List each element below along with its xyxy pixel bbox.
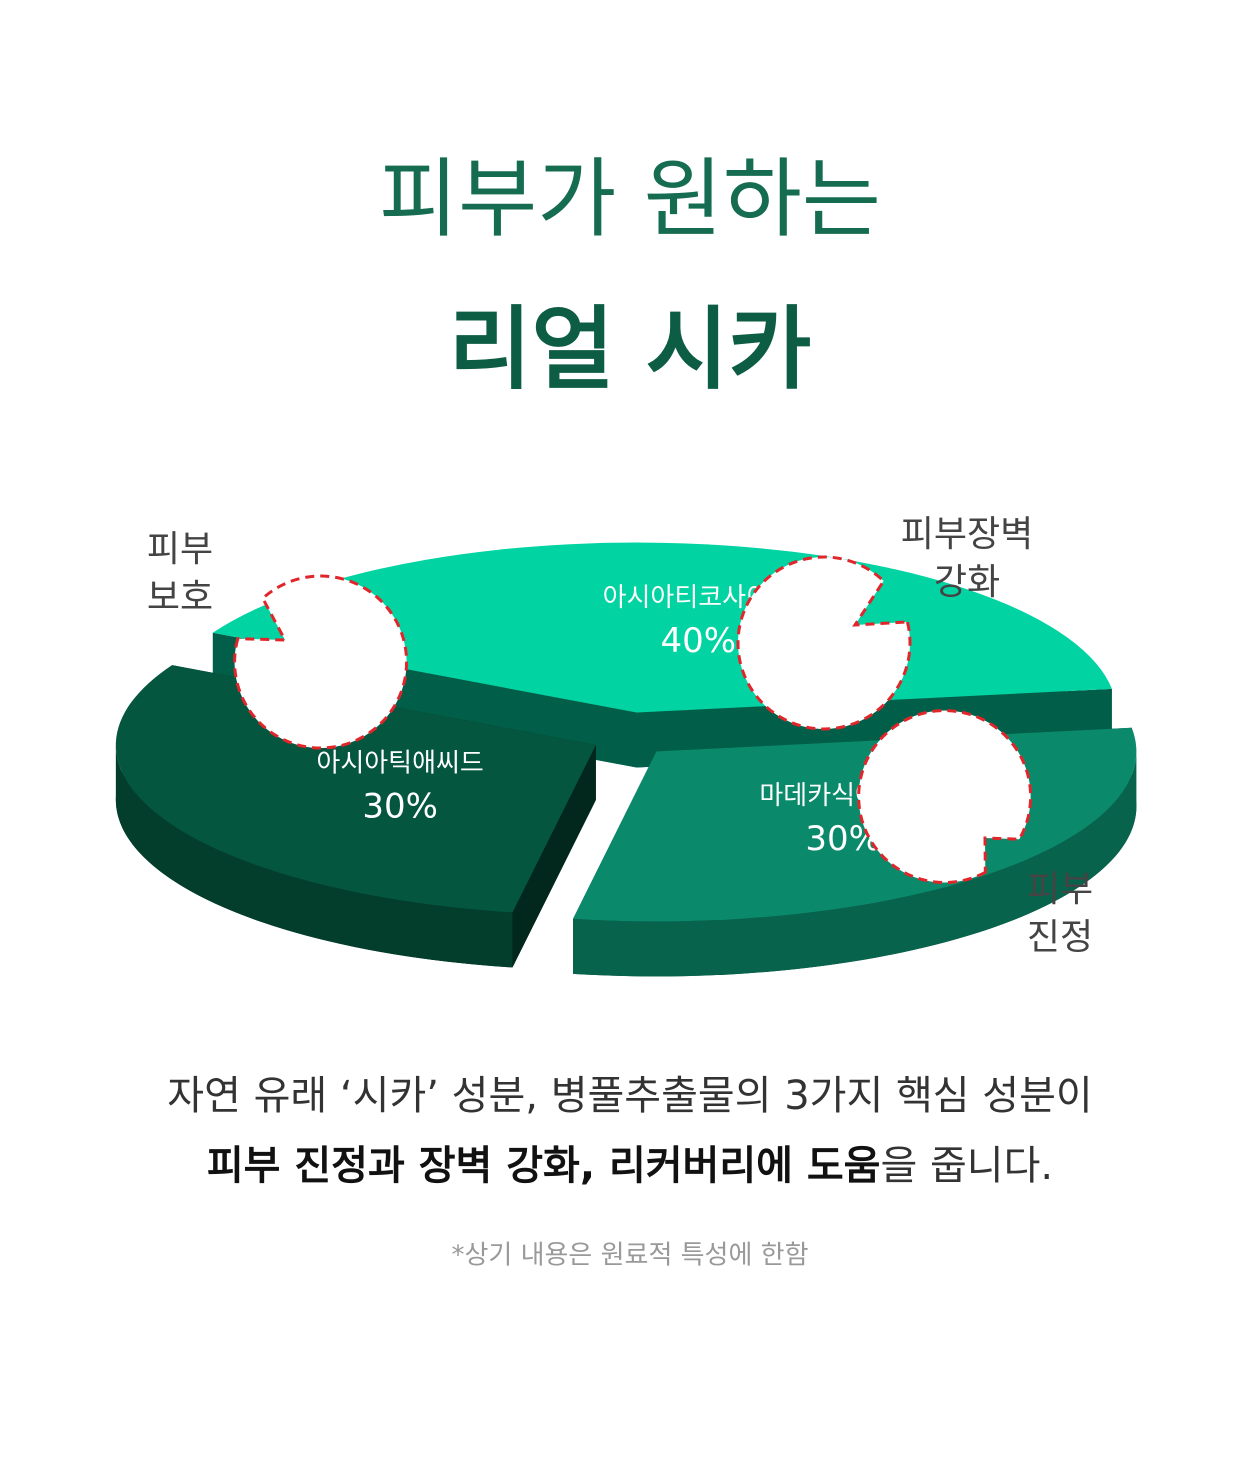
callout-text: 피부 — [1027, 869, 1093, 910]
slice — [115, 665, 596, 913]
description-segment: 을 줍니다. — [880, 1143, 1053, 1189]
description-segment: 피부 진정과 장벽 강화, 리커버리에 도움 — [207, 1143, 881, 1189]
chart-subtitle: 리얼 시카 — [449, 297, 812, 402]
callout-text: 피부 — [147, 529, 213, 570]
description-segment: 자연 유래 ‘시카’ 성분, 병풀추출물의 3가지 핵심 성분이 — [167, 1073, 1092, 1119]
footnote: *상기 내용은 원료적 특성에 한함 — [451, 1241, 808, 1271]
chart-title: 피부가 원하는 — [379, 150, 881, 250]
description-line: 자연 유래 ‘시카’ 성분, 병풀추출물의 3가지 핵심 성분이 — [167, 1073, 1092, 1119]
callout-bubble — [736, 555, 912, 731]
callout-text: 진정 — [1027, 917, 1093, 958]
slice-edge — [512, 744, 596, 968]
slice-side — [115, 744, 513, 968]
slice-label: 아시아틱애씨드 — [316, 748, 483, 778]
callout-text: 보호 — [147, 577, 213, 618]
slice-value-label: 30% — [362, 786, 438, 826]
callout-text: 강화 — [934, 562, 1000, 603]
slice-side — [573, 751, 1137, 977]
callout-bubble — [857, 709, 1033, 884]
slice-value-label: 40% — [660, 621, 736, 661]
callout-text: 피부장벽 — [901, 514, 1033, 555]
callout-bubble — [233, 574, 409, 750]
description-line: 피부 진정과 장벽 강화, 리커버리에 도움을 줍니다. — [207, 1143, 1053, 1189]
